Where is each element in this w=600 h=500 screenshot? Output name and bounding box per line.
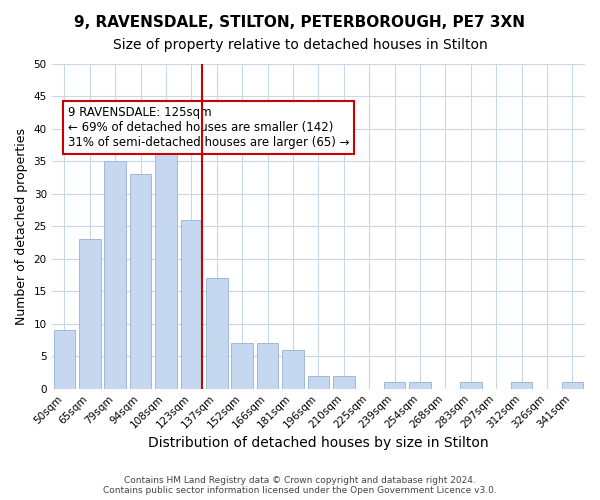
- Text: 9, RAVENSDALE, STILTON, PETERBOROUGH, PE7 3XN: 9, RAVENSDALE, STILTON, PETERBOROUGH, PE…: [74, 15, 526, 30]
- Bar: [308, 376, 329, 388]
- Bar: [282, 350, 304, 389]
- Bar: [232, 344, 253, 388]
- Bar: [460, 382, 482, 388]
- Bar: [333, 376, 355, 388]
- Bar: [104, 162, 126, 388]
- Bar: [409, 382, 431, 388]
- Text: 9 RAVENSDALE: 125sqm
← 69% of detached houses are smaller (142)
31% of semi-deta: 9 RAVENSDALE: 125sqm ← 69% of detached h…: [68, 106, 349, 149]
- Bar: [257, 344, 278, 388]
- Text: Contains HM Land Registry data © Crown copyright and database right 2024.
Contai: Contains HM Land Registry data © Crown c…: [103, 476, 497, 495]
- Y-axis label: Number of detached properties: Number of detached properties: [15, 128, 28, 325]
- Text: Size of property relative to detached houses in Stilton: Size of property relative to detached ho…: [113, 38, 487, 52]
- Bar: [53, 330, 75, 388]
- Bar: [511, 382, 532, 388]
- Bar: [130, 174, 151, 388]
- X-axis label: Distribution of detached houses by size in Stilton: Distribution of detached houses by size …: [148, 436, 488, 450]
- Bar: [384, 382, 406, 388]
- Bar: [155, 142, 177, 388]
- Bar: [562, 382, 583, 388]
- Bar: [79, 240, 101, 388]
- Bar: [181, 220, 202, 388]
- Bar: [206, 278, 227, 388]
